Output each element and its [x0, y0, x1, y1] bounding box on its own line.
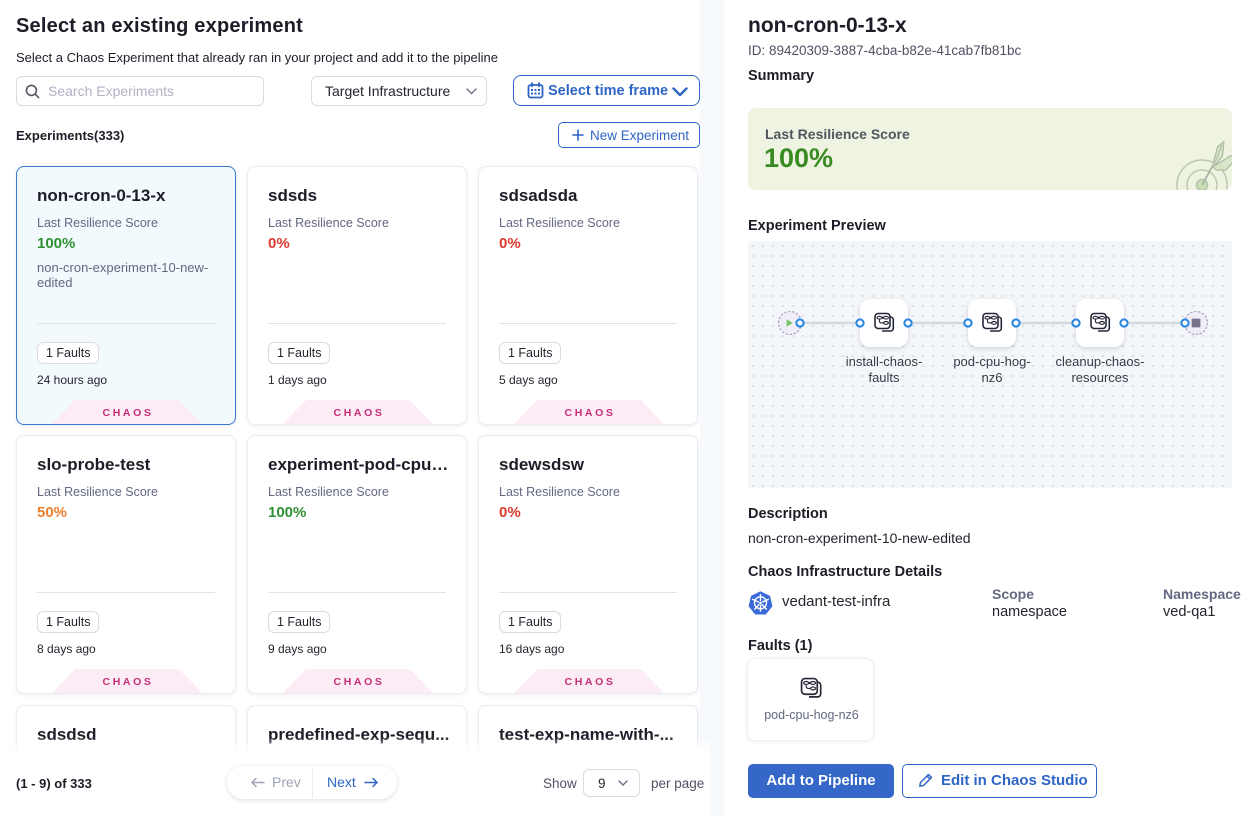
svg-text:nz6: nz6 — [982, 370, 1003, 385]
svg-text:install-chaos-: install-chaos- — [846, 354, 923, 369]
svg-text:cleanup-chaos-: cleanup-chaos- — [1056, 354, 1145, 369]
svg-text:resources: resources — [1071, 370, 1129, 385]
svg-text:pod-cpu-hog-: pod-cpu-hog- — [953, 354, 1030, 369]
svg-text:faults: faults — [868, 370, 900, 385]
